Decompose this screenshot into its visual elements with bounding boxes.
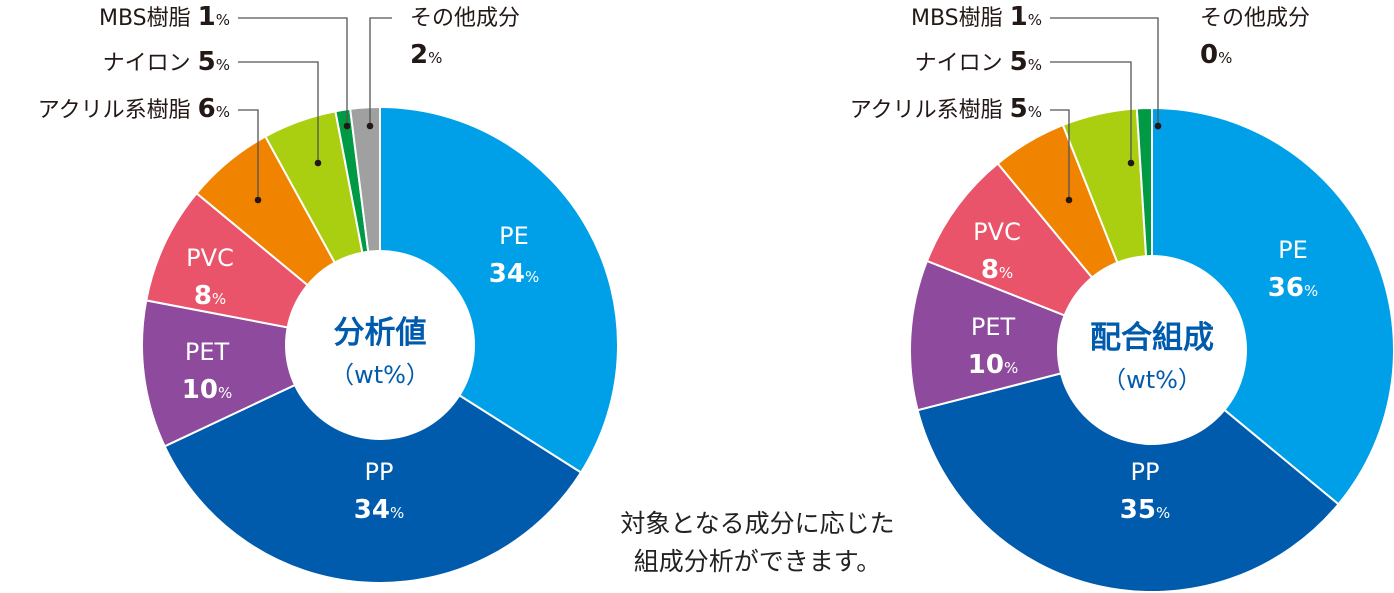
leader-line-アクリル系樹脂 (238, 109, 259, 200)
data-label-ナイロン-value: 5 (1010, 47, 1028, 77)
data-label-ナイロン: ナイロン 5% (915, 47, 1042, 77)
leader-line-ナイロン (1050, 61, 1132, 163)
data-label-PET-name: PET (971, 313, 1016, 341)
data-label-PET-value-label: 10% (182, 375, 232, 405)
data-label-PET-value-label-value: 10 (182, 375, 218, 405)
data-label-PVC-value-label-value: 8 (981, 255, 999, 285)
data-label-ナイロン-value: 5 (198, 47, 216, 77)
data-label-その他成分-value: 0 (1200, 40, 1218, 70)
data-label-PVC-name: PVC (973, 218, 1021, 246)
leader-dot-MBS樹脂 (343, 122, 351, 130)
data-label-PP-name: PP (365, 458, 394, 486)
center-subtitle: （wt%） (1102, 366, 1202, 394)
data-label-PE-value-label: 34% (489, 259, 539, 289)
center-hole (285, 250, 475, 440)
data-label-その他成分-value: 2 (410, 40, 428, 70)
data-label-PP-name: PP (1131, 458, 1160, 486)
data-label-ナイロン: ナイロン 5% (103, 47, 230, 77)
data-label-アクリル系樹脂: アクリル系樹脂 5% (850, 94, 1042, 124)
leader-dot-ナイロン (314, 159, 322, 167)
data-label-その他成分-name: その他成分 (1200, 6, 1310, 31)
leader-line-MBS樹脂 (1050, 17, 1159, 126)
data-label-MBS樹脂-name: MBS樹脂 (99, 6, 198, 31)
data-label-アクリル系樹脂-name: アクリル系樹脂 (38, 98, 198, 123)
data-label-MBS樹脂-name: MBS樹脂 (911, 6, 1010, 31)
data-label-PET-value-label: 10% (968, 350, 1018, 380)
data-label-アクリル系樹脂-unit: % (1028, 103, 1042, 121)
data-label-アクリル系樹脂-unit: % (216, 103, 230, 121)
data-label-PET-value-label-value: 10 (968, 350, 1004, 380)
data-label-PE-value-label-value: 34 (489, 259, 525, 289)
data-label-PVC-value-label: 8% (981, 255, 1013, 285)
data-label-PET-value-label-unit: % (218, 384, 232, 402)
leader-dot-ナイロン (1127, 159, 1135, 167)
data-label-その他成分-unit: % (428, 49, 442, 67)
data-label-PP-value-label-unit: % (390, 504, 404, 522)
leader-dot-その他成分 (366, 122, 374, 130)
leader-dot-アクリル系樹脂 (1065, 196, 1073, 204)
slice-PP (916, 348, 1340, 593)
data-label-その他成分-name: その他成分 (410, 6, 520, 31)
slice-PE (1151, 106, 1394, 506)
data-label-アクリル系樹脂-value: 5 (1010, 94, 1028, 124)
data-label-MBS樹脂-unit: % (216, 11, 230, 29)
center-subtitle: （wt%） (330, 361, 430, 389)
data-label-MBS樹脂-value: 1 (1010, 2, 1028, 32)
data-label-アクリル系樹脂: アクリル系樹脂 6% (38, 94, 230, 124)
data-label-MBS樹脂-unit: % (1028, 11, 1042, 29)
leader-line-MBS樹脂 (238, 17, 348, 126)
leader-dot-その他成分 (1154, 122, 1162, 130)
data-label-アクリル系樹脂-value: 6 (198, 94, 216, 124)
note-line-1: 対象となる成分に応じた (620, 509, 895, 538)
data-label-アクリル系樹脂-name: アクリル系樹脂 (850, 98, 1010, 123)
data-label-PVC-value-label-unit: % (999, 264, 1013, 282)
leader-dot-アクリル系樹脂 (254, 196, 262, 204)
data-label-ナイロン-name: ナイロン (103, 51, 198, 76)
data-label-ナイロン-unit: % (216, 56, 230, 74)
data-label-MBS樹脂-value: 1 (198, 2, 216, 32)
center-title: 配合組成 (1090, 320, 1214, 356)
leader-line-その他成分 (369, 17, 392, 126)
data-label-その他成分-unit: % (1218, 49, 1232, 67)
leader-line-ナイロン (238, 61, 319, 163)
data-label-PE-value-label: 36% (1268, 273, 1318, 303)
data-label-PVC-name: PVC (186, 244, 234, 272)
data-label-その他成分: 2% (410, 40, 442, 70)
data-label-PE-name: PE (499, 222, 529, 250)
data-label-PP-value-label-unit: % (1156, 504, 1170, 522)
data-label-PE-value-label-unit: % (1304, 282, 1318, 300)
center-title: 分析値 (334, 315, 427, 351)
data-label-PP-value-label: 35% (1120, 495, 1170, 525)
data-label-MBS樹脂: MBS樹脂 1% (99, 2, 230, 32)
analysis-note: 対象となる成分に応じた 組成分析ができます。 (585, 505, 930, 581)
data-label-PP-value-label: 34% (354, 495, 404, 525)
data-label-PVC-value-label-value: 8 (194, 281, 212, 311)
data-label-PVC-value-label: 8% (194, 281, 226, 311)
slice-PET (909, 259, 1156, 412)
data-label-PE-value-label-value: 36 (1268, 273, 1304, 303)
pie-chart-2: 配合組成 （wt%） (909, 106, 1394, 593)
data-label-PP-value-label-value: 35 (1120, 495, 1156, 525)
data-label-PVC-value-label-unit: % (212, 290, 226, 308)
data-label-PE-name: PE (1278, 236, 1308, 264)
center-hole (1057, 255, 1247, 445)
leader-line-アクリル系樹脂 (1050, 109, 1070, 200)
slice-PP (163, 343, 583, 584)
data-label-ナイロン-name: ナイロン (915, 51, 1010, 76)
data-label-PET-name: PET (185, 338, 230, 366)
data-label-PP-value-label-value: 34 (354, 495, 390, 525)
data-label-MBS樹脂: MBS樹脂 1% (911, 2, 1042, 32)
pie-chart-1: 分析値 （wt%） (141, 105, 619, 584)
data-label-その他成分: 0% (1200, 40, 1232, 70)
note-line-2: 組成分析ができます。 (633, 547, 882, 576)
data-label-PE-value-label-unit: % (525, 268, 539, 286)
data-label-ナイロン-unit: % (1028, 56, 1042, 74)
data-label-PET-value-label-unit: % (1004, 359, 1018, 377)
